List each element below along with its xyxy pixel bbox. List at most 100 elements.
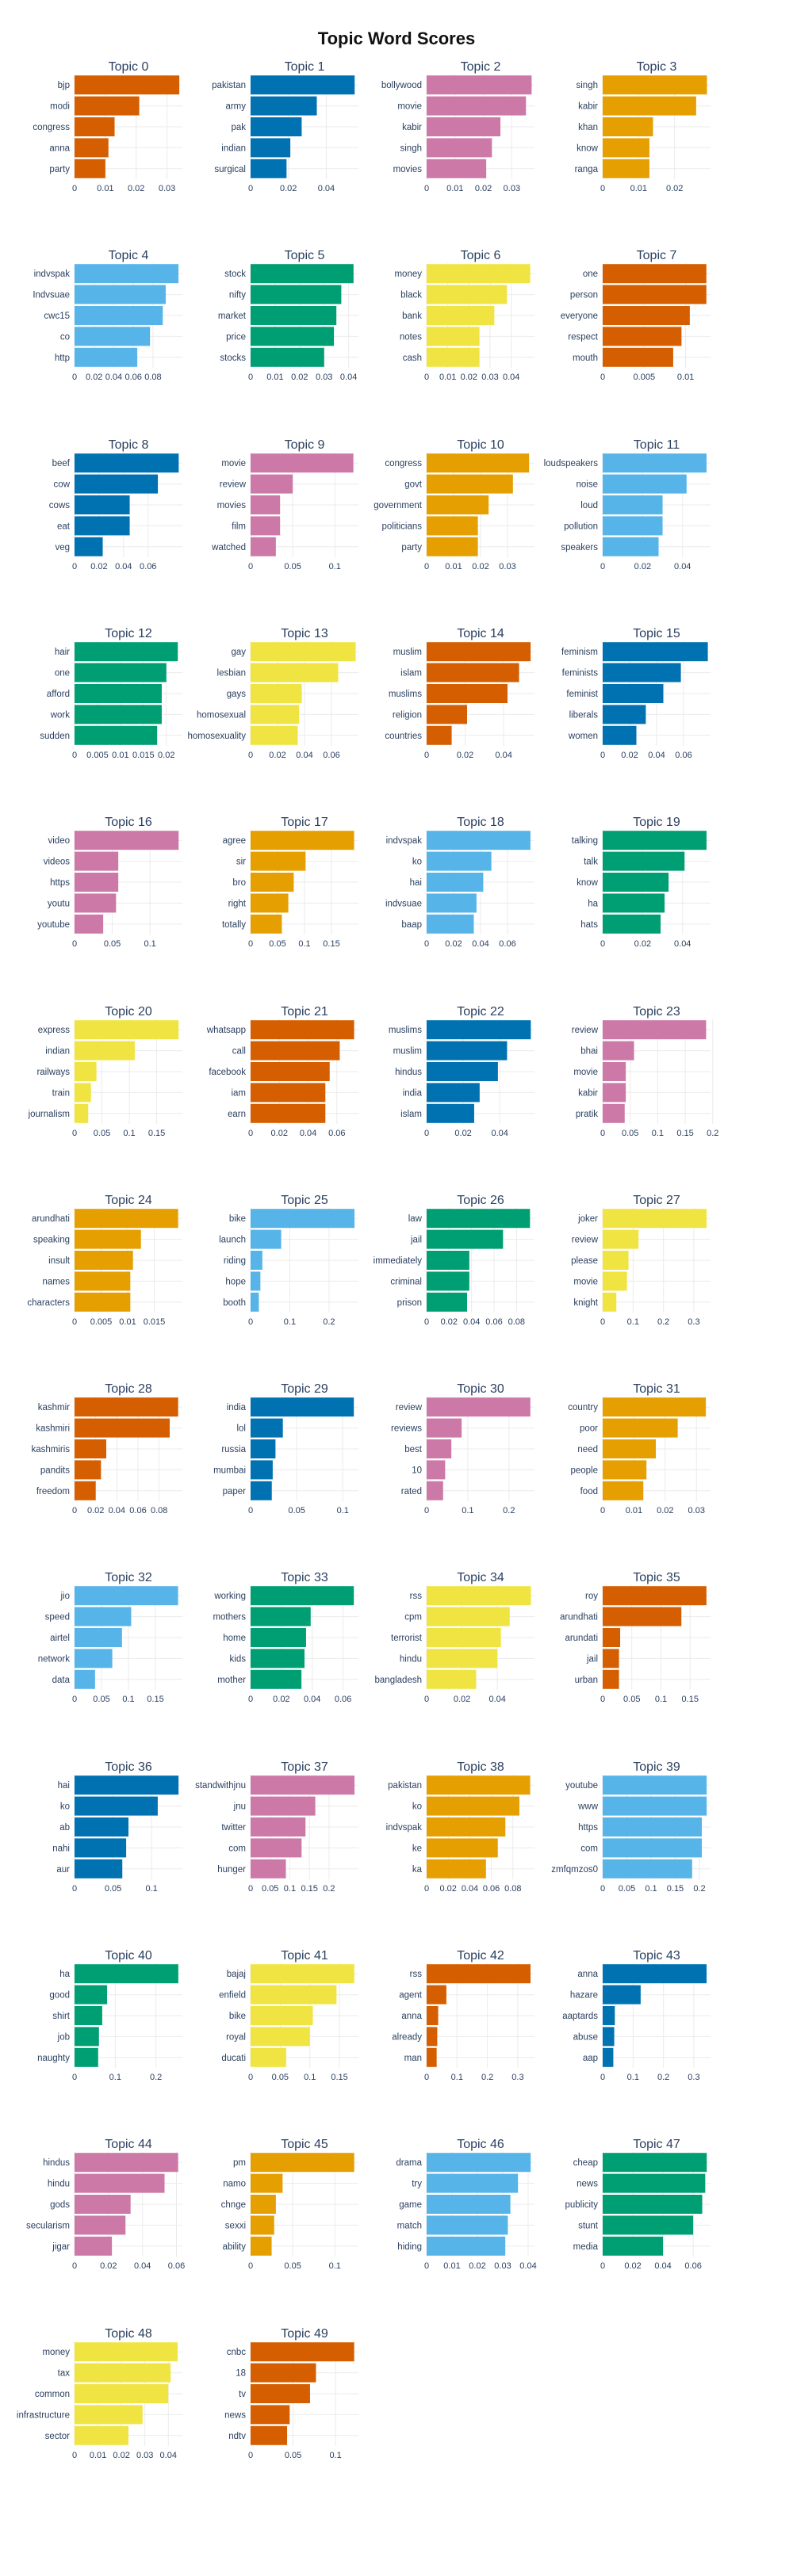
bar xyxy=(251,1439,276,1459)
bar xyxy=(603,1292,617,1312)
x-tick-label: 0.05 xyxy=(269,939,285,949)
x-tick-label: 0.06 xyxy=(328,1129,345,1138)
x-tick-label: 0.02 xyxy=(86,373,102,382)
word-label: review xyxy=(220,480,247,489)
bar xyxy=(251,2237,272,2257)
word-label: jail xyxy=(410,1235,422,1244)
x-tick-label: 0.02 xyxy=(621,751,638,760)
bar xyxy=(603,138,649,158)
topic-bar-chart: Topic 42 rss agent anna already man 0 0.1 0.2 0.3 xyxy=(392,1949,534,2082)
word-label: stocks xyxy=(220,354,246,363)
x-tick-label: 0.04 xyxy=(318,184,335,193)
word-label: speaking xyxy=(33,1235,70,1244)
word-label: india xyxy=(403,1088,423,1098)
x-tick-label: 0.1 xyxy=(451,2073,463,2082)
word-label: ab xyxy=(59,1823,70,1833)
bar xyxy=(251,285,342,304)
x-tick-label: 0.06 xyxy=(168,2261,185,2271)
bar xyxy=(251,495,281,514)
bar xyxy=(251,1082,326,1102)
word-label: pakistan xyxy=(212,81,246,90)
bar xyxy=(251,537,276,556)
topic-title: Topic 43 xyxy=(633,1949,680,1963)
word-label: call xyxy=(232,1046,246,1056)
topic-title: Topic 17 xyxy=(281,816,328,829)
topic-panel: Topic 31 country poor need people food 0 0.01 0.… xyxy=(528,1379,711,1538)
topic-panel: Topic 13 gay lesbian gays homosexual homosexu… xyxy=(176,624,358,782)
word-label: lesbian xyxy=(217,668,246,678)
word-label: jigar xyxy=(52,2242,70,2252)
word-label: watched xyxy=(211,542,246,552)
x-tick-label: 0.1 xyxy=(329,2261,341,2271)
bar xyxy=(603,1418,678,1438)
bar xyxy=(427,117,501,136)
bar xyxy=(251,159,287,178)
word-label: hindus xyxy=(43,2158,70,2168)
x-tick-label: 0.02 xyxy=(445,939,462,949)
word-label: mother xyxy=(217,1676,246,1685)
bar xyxy=(251,2047,286,2067)
topic-bar-chart: Topic 37standwithjnujnutwittercomhunger0… xyxy=(195,1760,358,1894)
x-tick-label: 0.05 xyxy=(284,562,301,571)
word-label: hindu xyxy=(400,1655,422,1664)
x-tick-label: 0.1 xyxy=(652,1129,664,1138)
x-tick-label: 0.02 xyxy=(280,184,297,193)
topic-bar-chart: Topic 9 movie review movies film watched 0 0.05… xyxy=(211,438,358,571)
word-label: videos xyxy=(44,858,70,867)
word-label: secularism xyxy=(26,2222,70,2231)
word-label: know xyxy=(577,143,599,153)
word-label: www xyxy=(577,1802,599,1811)
word-label: work xyxy=(50,710,71,720)
bar xyxy=(251,831,354,850)
topic-bar-chart: Topic 31 country poor need people food 0 0.01 0.… xyxy=(568,1382,711,1515)
word-label: movies xyxy=(393,165,423,174)
word-label: cnbc xyxy=(227,2348,247,2357)
word-label: gods xyxy=(50,2200,70,2210)
topic-title: Topic 23 xyxy=(633,1005,680,1019)
bar xyxy=(251,1041,340,1061)
x-tick-label: 0.02 xyxy=(634,939,651,949)
word-label: standwithjnu xyxy=(195,1781,246,1791)
bar xyxy=(427,1418,462,1438)
x-tick-label: 0 xyxy=(424,1695,429,1704)
x-tick-label: 0.1 xyxy=(337,1506,349,1515)
topic-title: Topic 30 xyxy=(457,1382,504,1396)
word-label: money xyxy=(394,269,422,279)
word-label: knight xyxy=(573,1298,598,1308)
x-tick-label: 0.02 xyxy=(90,562,107,571)
bar xyxy=(603,1229,639,1249)
bar xyxy=(427,2006,439,2025)
bar xyxy=(427,1061,498,1081)
bar xyxy=(603,831,707,850)
word-label: surgical xyxy=(214,165,246,174)
word-label: sector xyxy=(45,2431,70,2440)
x-tick-label: 0.01 xyxy=(90,2451,106,2460)
bar xyxy=(603,1670,619,1690)
word-label: bike xyxy=(229,2012,246,2021)
topic-title: Topic 21 xyxy=(281,1005,328,1019)
word-label: terrorist xyxy=(391,1634,423,1643)
word-label: bollywood xyxy=(381,81,422,90)
bar xyxy=(603,1985,641,2005)
x-tick-label: 0.01 xyxy=(443,2261,460,2271)
bar xyxy=(75,306,163,326)
x-tick-label: 0 xyxy=(248,1506,253,1515)
x-tick-label: 0.03 xyxy=(136,2451,153,2460)
topic-bar-chart: Topic 15 feminism feminists feminist liberal… xyxy=(561,627,711,760)
x-tick-label: 0 xyxy=(424,751,429,760)
x-tick-label: 0 xyxy=(600,1129,605,1138)
bar xyxy=(427,2173,519,2193)
word-label: hai xyxy=(58,1781,70,1791)
x-tick-label: 0 xyxy=(600,373,605,382)
bar xyxy=(603,2215,694,2235)
word-label: hindu xyxy=(48,2180,70,2189)
topic-bar-chart: Topic 22 muslims muslim hindus india islam 0 0.… xyxy=(389,1005,534,1138)
x-tick-label: 0.04 xyxy=(648,751,665,760)
bar xyxy=(75,725,158,745)
x-tick-label: 0.02 xyxy=(624,2261,641,2271)
word-label: jnu xyxy=(233,1802,246,1811)
topic-panel: Topic 40 ha good shirt job naughty 0 0.1 0.2 xyxy=(0,1946,182,2104)
x-tick-label: 0.05 xyxy=(93,1695,109,1704)
topic-title: Topic 19 xyxy=(633,816,680,829)
word-label: indvspak xyxy=(34,269,71,279)
